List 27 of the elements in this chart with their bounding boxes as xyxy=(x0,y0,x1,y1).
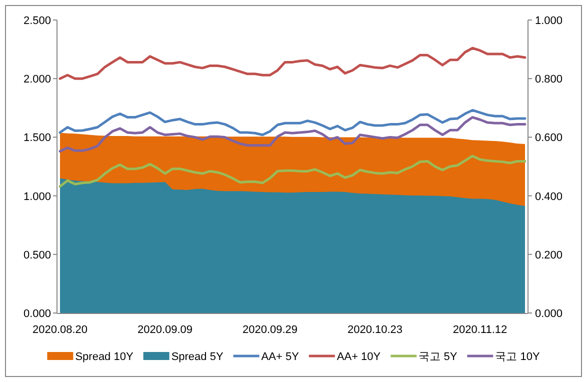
y2-tick-label: 0.800 xyxy=(535,74,563,86)
y2-tick-label: 0.000 xyxy=(535,308,563,320)
y-tick-label: 2.000 xyxy=(23,74,51,86)
x-tick-label: 2020.11.12 xyxy=(452,324,508,336)
y-tick-label: 0.500 xyxy=(23,249,51,262)
y2-tick-label: 1.000 xyxy=(535,15,563,27)
legend-label: AA+ 5Y xyxy=(261,351,300,363)
y-tick-label: 1.000 xyxy=(23,190,51,203)
x-tick-label: 2020.10.23 xyxy=(347,324,403,336)
line-series xyxy=(58,108,526,136)
y2-tick-label: 0.600 xyxy=(535,132,563,144)
y2-tick-label: 0.200 xyxy=(535,249,563,262)
legend-label: 국고 5Y xyxy=(418,351,458,363)
y-tick-label: 1.500 xyxy=(23,132,51,144)
legend-label: Spread 10Y xyxy=(75,351,134,363)
legend-label: AA+ 10Y xyxy=(336,351,382,363)
x-tick-label: 2020.09.09 xyxy=(137,324,193,336)
line-series xyxy=(58,116,526,153)
y-tick-label: 0.000 xyxy=(23,308,51,320)
x-tick-label: 2020.09.29 xyxy=(242,324,298,336)
line-series xyxy=(58,46,526,80)
line-series xyxy=(58,154,526,188)
y2-tick-label: 0.400 xyxy=(535,190,563,203)
y-tick-label: 2.500 xyxy=(23,15,51,27)
x-tick-label: 2020.08.20 xyxy=(32,324,88,336)
legend-label: 국고 10Y xyxy=(495,351,540,363)
legend-label: Spread 5Y xyxy=(171,351,224,363)
